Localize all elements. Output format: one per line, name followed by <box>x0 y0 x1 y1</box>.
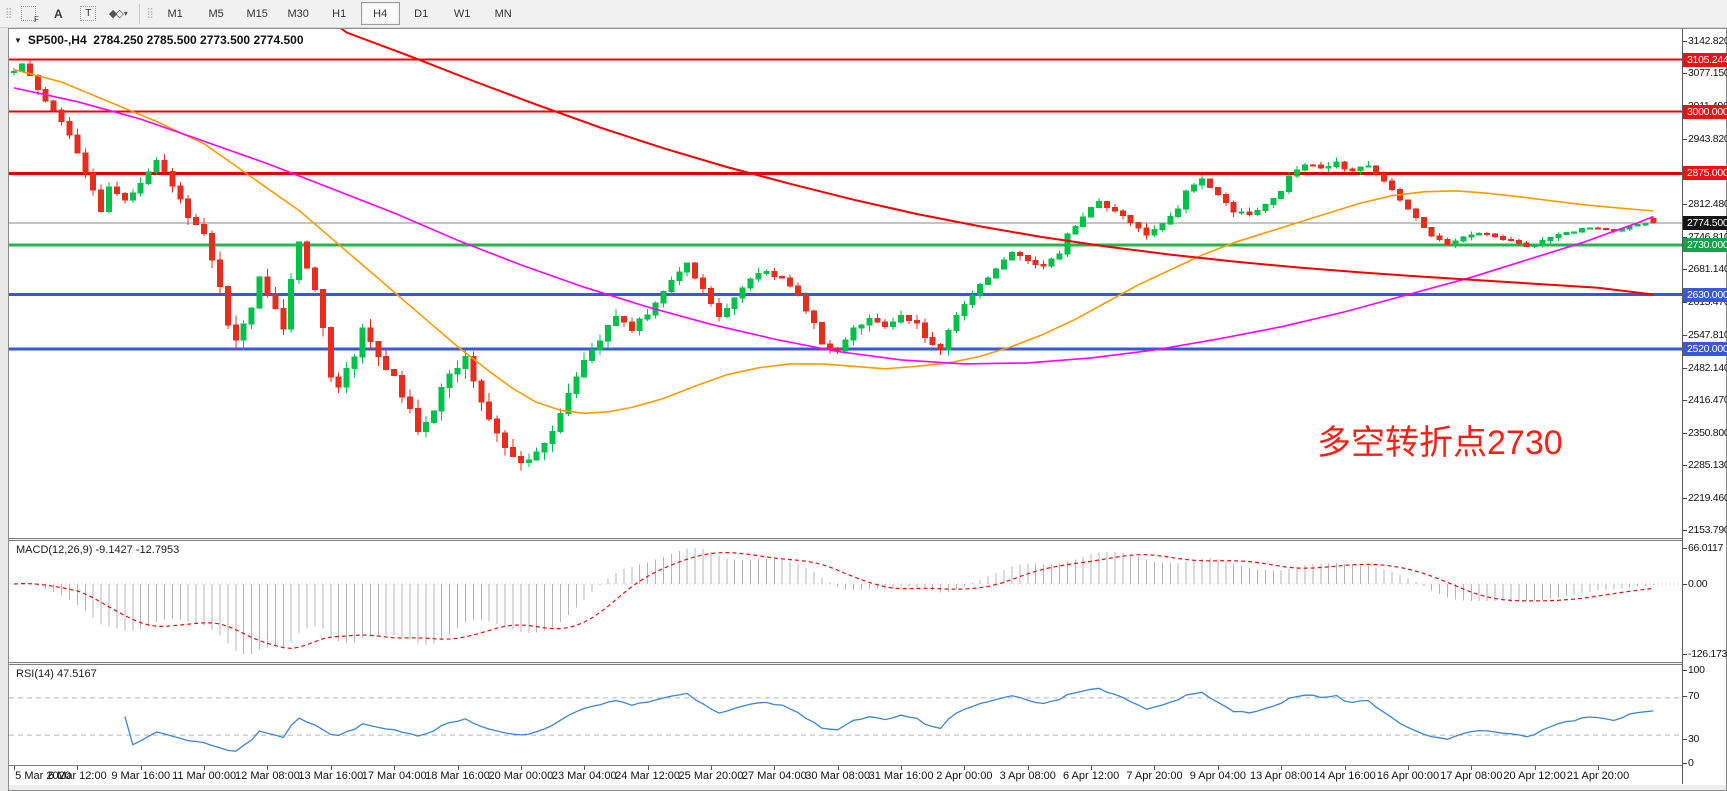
price-annotation: 多空转折点2730 <box>1317 424 1563 462</box>
candlestick-chart-canvas[interactable] <box>9 29 1682 538</box>
time-label: 30 Mar 08:00 <box>805 770 871 782</box>
time-label: 27 Mar 04:00 <box>741 770 807 782</box>
timeframe-group-handle[interactable]: ⣿ <box>146 7 153 19</box>
time-label: 9 Apr 04:00 <box>1189 770 1246 782</box>
rsi-tick: 100 <box>1688 664 1705 676</box>
time-label: 7 Apr 20:00 <box>1126 770 1183 782</box>
price-badge: 2520.000 <box>1683 342 1727 356</box>
time-label: 6 Mar 12:00 <box>48 770 107 782</box>
toolbar-separator <box>139 3 141 24</box>
symbol-ohlc-text: SP500-,H4 2784.250 2785.500 2773.500 277… <box>27 33 304 47</box>
grid-f-icon[interactable]: F <box>14 2 42 26</box>
ma-medium-magenta <box>13 87 1654 365</box>
price-tick: 2812.480 <box>1688 198 1727 210</box>
chart-window: ▼ SP500-,H4 2784.250 2785.500 2773.500 27… <box>8 28 1727 791</box>
rsi-panel[interactable]: RSI(14) 47.5167 <box>9 665 1682 765</box>
price-tick: 3077.150 <box>1688 67 1727 79</box>
dropdown-caret-icon[interactable]: ▾ <box>123 9 128 18</box>
rsi-tick: 0 <box>1688 757 1694 769</box>
time-axis[interactable]: 5 Mar 2020 6 Mar 12:00 9 Mar 16:00 11 Mar 0… <box>9 765 1726 785</box>
price-tick: 2350.800 <box>1688 427 1727 439</box>
time-label: 6 Apr 12:00 <box>1062 770 1120 782</box>
timeframe-button-m5[interactable]: M5 <box>208 7 224 20</box>
rsi-tick: 70 <box>1688 690 1700 702</box>
time-label: 18 Mar 16:00 <box>425 770 490 782</box>
timeframe-button-group: M1 M5 M15 M30 H1 H4 D1 W1 MN <box>155 2 524 25</box>
toolbar-drag-handle[interactable]: ⣿ <box>5 7 12 19</box>
letter-a-icon[interactable]: A <box>53 6 63 21</box>
time-label: 14 Apr 16:00 <box>1313 770 1376 782</box>
rsi-label: RSI(14) 47.5167 <box>16 668 97 680</box>
price-badge: 2774.500 <box>1683 216 1727 230</box>
price-badge: 2875.000 <box>1683 166 1727 180</box>
time-label: 13 Apr 08:00 <box>1249 770 1313 782</box>
time-label: 11 Mar 00:00 <box>172 770 237 782</box>
timeframe-button-h1[interactable]: H1 <box>332 7 347 20</box>
macd-panel[interactable]: MACD(12,26,9) -9.1427 -12.7953 <box>9 541 1682 662</box>
macd-canvas[interactable] <box>9 541 1682 662</box>
toolbar: ⣿ F A T ◆◇ ▾ ⣿ M1 M5 M15 M30 H1 H4 D1 W1 MN <box>0 0 1727 28</box>
price-badge: 2630.000 <box>1683 288 1727 302</box>
time-label: 21 Apr 20:00 <box>1566 770 1630 782</box>
ma-slow-red <box>340 29 1654 296</box>
price-badge: 3000.000 <box>1683 105 1727 119</box>
time-label: 2 Apr 00:00 <box>936 770 993 782</box>
time-label: 9 Mar 16:00 <box>111 770 171 782</box>
time-label: 12 Mar 08:00 <box>235 770 300 782</box>
timeframe-button-mn[interactable]: MN <box>494 7 512 20</box>
time-label: 13 Mar 16:00 <box>298 770 364 782</box>
time-label: 20 Apr 12:00 <box>1503 770 1566 782</box>
text-tool-icon[interactable]: T <box>74 2 102 26</box>
time-label: 5 Mar 2020 <box>15 770 71 782</box>
price-tick: 2547.810 <box>1688 329 1727 341</box>
price-badge: 2730.000 <box>1683 238 1727 252</box>
macd-histogram <box>21 548 1654 654</box>
macd-tick: 66.0117 <box>1688 542 1724 554</box>
time-label: 24 Mar 12:00 <box>615 770 681 782</box>
price-badge: 3105.244 <box>1683 53 1727 67</box>
price-tick: 2416.470 <box>1688 394 1727 406</box>
chart-title: ▼ SP500-,H4 2784.250 2785.500 2773.500 27… <box>14 33 304 47</box>
candles-layer <box>11 60 1657 471</box>
timeframe-button-h4[interactable]: H4 <box>360 2 400 25</box>
timeframe-button-m30[interactable]: M30 <box>287 7 309 20</box>
time-label: 25 Mar 20:00 <box>678 770 744 782</box>
time-label: 17 Mar 04:00 <box>361 770 427 782</box>
time-label: 17 Apr 08:00 <box>1440 770 1503 782</box>
time-label: 3 Apr 08:00 <box>999 770 1056 782</box>
price-tick: 2943.820 <box>1688 133 1727 145</box>
timeframe-button-w1[interactable]: W1 <box>453 7 471 20</box>
panel-separator[interactable] <box>9 662 1726 665</box>
price-scale[interactable]: 3142.8203077.1503011.4902943.8202878.150… <box>1682 29 1727 784</box>
panel-separator[interactable] <box>9 538 1726 541</box>
rsi-canvas[interactable] <box>9 665 1682 765</box>
price-tick: 2219.460 <box>1688 492 1727 504</box>
price-tick: 2285.130 <box>1688 459 1727 471</box>
time-label: 16 Apr 00:00 <box>1376 770 1440 782</box>
ma-fast-orange <box>13 68 1654 415</box>
time-label: 31 Mar 16:00 <box>868 770 934 782</box>
price-tick: 2482.140 <box>1688 362 1727 374</box>
main-chart[interactable]: ▼ SP500-,H4 2784.250 2785.500 2773.500 27… <box>9 29 1682 538</box>
style-arrows-icon[interactable]: ◆◇ ▾ <box>108 8 128 20</box>
symbol-dropdown-icon[interactable]: ▼ <box>14 35 22 45</box>
bottom-strip <box>9 785 1726 790</box>
macd-tick: 0.00 <box>1688 578 1708 590</box>
timeframe-button-m1[interactable]: M1 <box>167 7 183 20</box>
timeframe-button-m15[interactable]: M15 <box>246 7 268 20</box>
rsi-line <box>124 687 1654 752</box>
time-label: 20 Mar 00:00 <box>488 770 554 782</box>
time-label: 23 Mar 04:00 <box>551 770 617 782</box>
price-tick: 2153.790 <box>1688 524 1727 536</box>
macd-label: MACD(12,26,9) -9.1427 -12.7953 <box>16 544 180 556</box>
timeframe-button-d1[interactable]: D1 <box>414 7 429 20</box>
price-tick: 3142.820 <box>1688 35 1727 47</box>
rsi-tick: 30 <box>1688 733 1700 745</box>
macd-tick: -126.173 <box>1688 648 1727 660</box>
price-tick: 2681.140 <box>1688 263 1727 275</box>
